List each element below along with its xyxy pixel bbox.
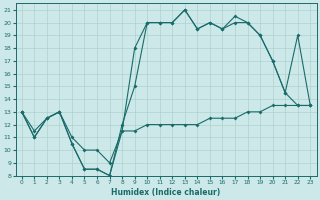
X-axis label: Humidex (Indice chaleur): Humidex (Indice chaleur)	[111, 188, 221, 197]
